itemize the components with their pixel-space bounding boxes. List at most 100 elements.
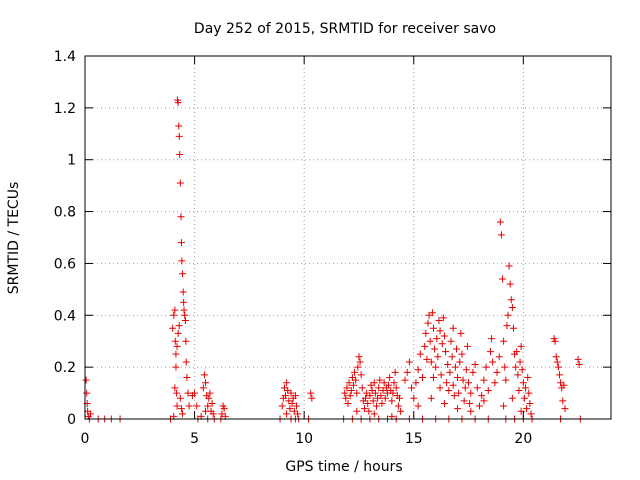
data-point <box>514 371 522 379</box>
data-point <box>500 337 508 345</box>
data-point <box>397 407 405 415</box>
data-point <box>176 394 184 402</box>
data-point <box>354 363 362 371</box>
data-point <box>446 368 454 376</box>
data-point <box>341 389 349 397</box>
y-tick-label: 0.2 <box>54 360 76 376</box>
data-point <box>292 402 300 410</box>
data-point <box>454 405 462 413</box>
data-point <box>362 394 370 402</box>
data-point <box>575 361 583 369</box>
data-point <box>504 311 512 319</box>
data-point <box>523 405 531 413</box>
y-tick-label: 0.4 <box>54 308 76 324</box>
data-point <box>495 353 503 361</box>
data-point <box>500 402 508 410</box>
data-point <box>380 379 388 387</box>
data-point <box>432 363 440 371</box>
data-point <box>467 389 475 397</box>
data-point <box>294 410 302 418</box>
data-point <box>346 392 354 400</box>
data-point <box>405 358 413 366</box>
data-point <box>440 399 448 407</box>
data-point <box>501 363 509 371</box>
data-point <box>507 296 515 304</box>
data-point <box>449 381 457 389</box>
data-point <box>343 384 351 392</box>
data-point <box>424 319 432 327</box>
data-point <box>175 132 183 140</box>
axis-ticks <box>84 55 611 420</box>
data-point <box>416 350 424 358</box>
data-point <box>447 337 455 345</box>
data-point <box>171 384 179 392</box>
data-point <box>183 374 191 382</box>
data-point <box>484 386 492 394</box>
data-point <box>291 392 299 400</box>
data-point <box>480 397 488 405</box>
y-tick-label: 1 <box>67 153 76 169</box>
x-tick-label: 5 <box>190 431 199 447</box>
data-point <box>435 316 443 324</box>
data-point <box>491 379 499 387</box>
data-point <box>465 379 473 387</box>
data-point <box>438 340 446 348</box>
data-point <box>551 337 559 345</box>
data-point <box>451 363 459 371</box>
data-point <box>185 402 193 410</box>
data-point <box>389 389 397 397</box>
data-point <box>408 384 416 392</box>
data-point <box>440 332 448 340</box>
data-point <box>466 399 474 407</box>
data-point <box>209 410 217 418</box>
data-point <box>357 371 365 379</box>
data-point <box>170 311 178 319</box>
data-point <box>431 345 439 353</box>
data-point <box>353 389 361 397</box>
data-point <box>502 376 510 384</box>
data-point <box>175 322 183 330</box>
data-point <box>347 386 355 394</box>
data-point <box>443 379 451 387</box>
data-point <box>177 405 185 413</box>
y-tick-label: 1.2 <box>54 101 76 117</box>
data-point <box>173 389 181 397</box>
data-point <box>181 311 189 319</box>
data-point <box>174 329 182 337</box>
data-point <box>179 270 187 278</box>
data-point <box>403 368 411 376</box>
data-point <box>422 329 430 337</box>
tick-labels: 0 0.2 0.4 0.6 0.8 1 1.2 1.4 0 5 10 15 20 <box>54 49 533 447</box>
data-point <box>378 399 386 407</box>
data-point <box>184 389 192 397</box>
data-point <box>392 384 400 392</box>
data-point <box>471 361 479 369</box>
data-point <box>482 363 490 371</box>
data-point <box>429 374 437 382</box>
data-point <box>351 368 359 376</box>
data-point <box>414 402 422 410</box>
data-point <box>177 213 185 221</box>
data-point <box>283 410 291 418</box>
data-point <box>449 324 457 332</box>
data-point <box>506 280 514 288</box>
data-point <box>375 384 383 392</box>
data-point <box>193 402 201 410</box>
data-point <box>82 376 90 384</box>
data-point <box>522 384 530 392</box>
data-point <box>559 397 567 405</box>
data-point <box>360 405 368 413</box>
data-point <box>191 389 199 397</box>
data-point <box>353 407 361 415</box>
data-point <box>364 399 372 407</box>
data-point <box>342 394 350 402</box>
data-point <box>436 327 444 335</box>
y-tick-label: 0.6 <box>54 256 76 272</box>
x-tick-label: 15 <box>405 431 423 447</box>
data-point <box>377 392 385 400</box>
data-point <box>288 399 296 407</box>
data-point <box>499 275 507 283</box>
data-point <box>179 410 187 418</box>
data-point <box>83 389 91 397</box>
data-point <box>365 407 373 415</box>
